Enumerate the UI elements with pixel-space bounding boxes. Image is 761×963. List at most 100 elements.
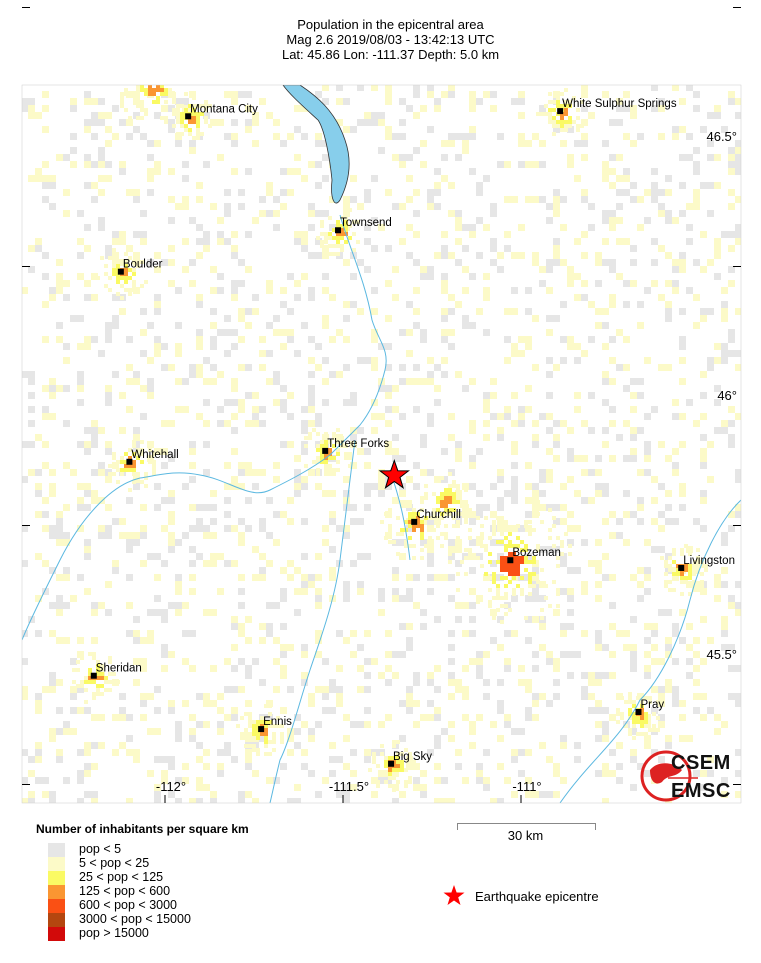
population-cell: [42, 336, 49, 343]
population-cell: [175, 378, 182, 385]
population-cell: [548, 604, 552, 608]
population-cell: [96, 672, 100, 676]
population-cell: [308, 385, 315, 392]
population-cell: [576, 108, 580, 112]
population-cell: [301, 427, 308, 434]
population-cell: [420, 532, 424, 536]
population-cell: [63, 539, 70, 546]
population-cell: [328, 216, 332, 220]
population-cell: [287, 497, 294, 504]
population-cell: [112, 462, 119, 469]
population-cell: [504, 604, 508, 608]
population-cell: [441, 308, 448, 315]
population-cell: [644, 189, 651, 196]
population-cell: [602, 161, 609, 168]
population-cell: [168, 602, 175, 609]
population-cell: [539, 105, 546, 112]
population-cell: [231, 476, 238, 483]
population-cell: [49, 483, 56, 490]
population-cell: [616, 364, 623, 371]
population-cell: [116, 480, 120, 484]
population-cell: [238, 399, 245, 406]
population-cell: [49, 672, 56, 679]
population-cell: [189, 280, 196, 287]
population-cell: [49, 679, 56, 686]
population-cell: [630, 756, 637, 763]
population-cell: [182, 266, 189, 273]
population-cell: [104, 688, 108, 692]
population-cell: [336, 630, 343, 637]
population-cell: [22, 658, 28, 665]
population-cell: [322, 539, 329, 546]
population-cell: [441, 140, 448, 147]
population-cell: [434, 203, 441, 210]
population-cell: [552, 108, 556, 112]
population-cell: [602, 721, 609, 728]
population-cell: [320, 452, 324, 456]
population-cell: [406, 700, 413, 707]
population-cell: [408, 516, 412, 520]
population-cell: [196, 371, 203, 378]
population-cell: [616, 98, 623, 105]
population-cell: [112, 238, 119, 245]
population-cell: [644, 637, 651, 644]
population-cell: [623, 630, 630, 637]
population-cell: [56, 385, 63, 392]
population-cell: [553, 763, 560, 770]
population-cell: [91, 791, 98, 798]
population-cell: [84, 539, 91, 546]
population-cell: [686, 133, 693, 140]
population-cell: [399, 203, 406, 210]
population-cell: [721, 301, 728, 308]
population-cell: [735, 224, 741, 231]
population-cell: [413, 763, 420, 770]
population-cell: [518, 406, 525, 413]
population-cell: [56, 259, 63, 266]
population-cell: [152, 72, 156, 76]
population-cell: [511, 350, 518, 357]
population-cell: [133, 378, 140, 385]
population-cell: [384, 780, 388, 784]
population-cell: [420, 469, 427, 476]
population-cell: [140, 133, 147, 140]
population-cell: [128, 72, 132, 76]
population-cell: [252, 744, 256, 748]
population-cell: [116, 280, 120, 284]
population-cell: [175, 350, 182, 357]
population-cell: [665, 735, 672, 742]
population-cell: [581, 588, 588, 595]
population-cell: [315, 182, 322, 189]
population-cell: [210, 266, 217, 273]
population-cell: [742, 532, 749, 539]
population-cell: [168, 280, 175, 287]
population-cell: [77, 798, 84, 803]
population-cell: [632, 712, 636, 716]
population-cell: [714, 581, 721, 588]
population-cell: [490, 539, 497, 546]
population-cell: [532, 259, 539, 266]
population-cell: [624, 724, 628, 728]
population-cell: [525, 287, 532, 294]
population-cell: [520, 560, 524, 564]
population-cell: [658, 98, 665, 105]
legend-swatch: [48, 857, 65, 871]
population-cell: [609, 259, 616, 266]
population-cell: [259, 98, 266, 105]
population-cell: [525, 553, 532, 560]
population-cell: [399, 161, 406, 168]
population-cell: [476, 504, 483, 511]
population-cell: [175, 287, 182, 294]
population-cell: [264, 752, 268, 756]
population-cell: [560, 140, 567, 147]
population-cell: [735, 413, 741, 420]
population-cell: [308, 420, 315, 427]
population-cell: [42, 91, 49, 98]
population-cell: [385, 714, 392, 721]
population-cell: [623, 490, 630, 497]
population-cell: [497, 504, 504, 511]
population-cell: [210, 119, 217, 126]
population-cell: [56, 154, 63, 161]
population-cell: [105, 245, 112, 252]
population-cell: [273, 119, 280, 126]
population-cell: [427, 189, 434, 196]
